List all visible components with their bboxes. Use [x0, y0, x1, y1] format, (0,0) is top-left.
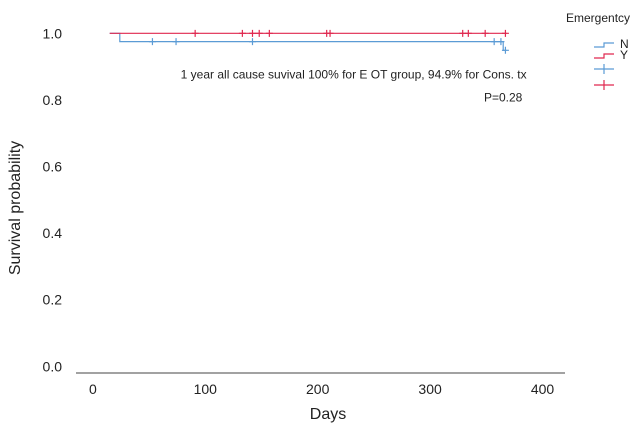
legend-label-Y: Y: [620, 48, 628, 62]
censor-mark-Y: [464, 29, 472, 37]
x-tick-label: 200: [306, 381, 330, 397]
x-tick-label: 300: [418, 381, 442, 397]
x-tick-label: 400: [531, 381, 555, 397]
censor-mark-N: [497, 38, 505, 46]
censor-mark-N: [172, 38, 180, 46]
y-tick-label: 0.6: [43, 159, 63, 175]
censor-mark-Y: [481, 29, 489, 37]
y-tick-label: 0.4: [43, 225, 63, 241]
y-tick-label: 1.0: [43, 25, 63, 41]
censor-mark-Y: [265, 29, 273, 37]
legend-items: NY: [594, 37, 629, 90]
y-axis-title: Survival probability: [7, 141, 24, 275]
censor-mark-N: [490, 38, 498, 46]
legend-censor-Y: [594, 80, 614, 90]
censor-mark-N: [501, 46, 509, 54]
censor-mark-Y: [501, 29, 509, 37]
x-tick-label: 0: [89, 381, 97, 397]
legend-swatch-Y: [594, 53, 614, 59]
censor-mark-Y: [248, 29, 256, 37]
legend-title: Emergentcy OT: [566, 11, 633, 25]
legend: Emergentcy OT NY: [566, 11, 633, 90]
annotation-pvalue: P=0.28: [484, 91, 523, 105]
x-axis-title: Days: [310, 406, 346, 423]
censor-layer: [148, 29, 509, 54]
series-line-N: [109, 32, 507, 51]
legend-swatch-N: [594, 42, 614, 48]
x-tick-label: 100: [194, 381, 218, 397]
censor-mark-Y: [191, 29, 199, 37]
censor-mark-Y: [326, 29, 334, 37]
legend-label-N: N: [620, 37, 629, 51]
y-tick-label: 0.2: [43, 292, 63, 308]
legend-censor-N: [594, 64, 614, 74]
y-tick-label: 0.0: [43, 358, 63, 374]
y-tick-label: 0.8: [43, 92, 63, 108]
series-layer: [109, 32, 507, 51]
annotation-survival: 1 year all cause suvival 100% for E OT g…: [181, 67, 527, 81]
censor-mark-N: [248, 38, 256, 46]
ticks-layer: 0 100 200 300 400 0.0 0.2 0.4 0.6 0.8 1.0: [43, 25, 555, 397]
censor-mark-Y: [238, 29, 246, 37]
censor-mark-N: [148, 38, 156, 46]
censor-mark-Y: [255, 29, 263, 37]
